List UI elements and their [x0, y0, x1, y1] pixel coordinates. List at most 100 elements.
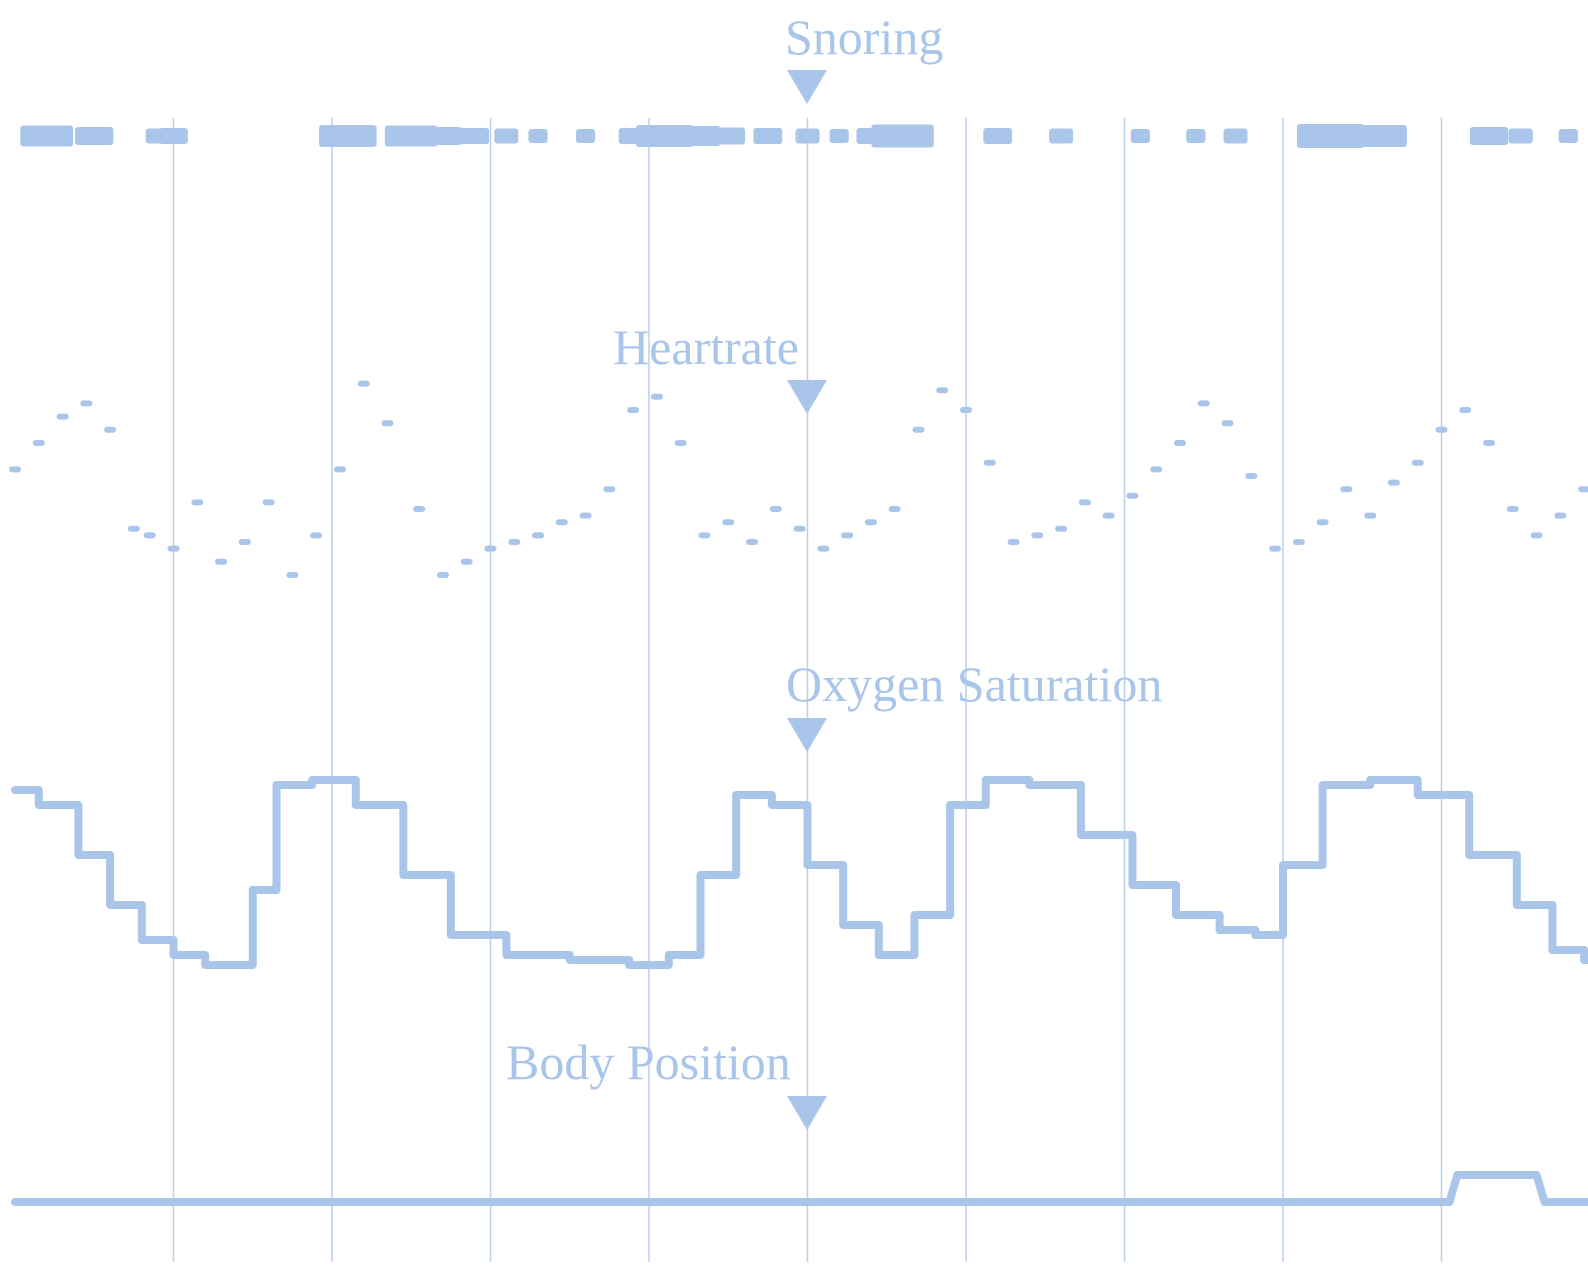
heartrate-point [912, 426, 925, 433]
snoring-mark [1049, 128, 1074, 144]
heartrate-point [238, 539, 251, 545]
snoring-mark [871, 124, 934, 148]
heartrate-point [746, 539, 759, 545]
heartrate-point [1340, 486, 1353, 493]
heartrate-point [1364, 512, 1377, 519]
body-position-panel: Body Position [11, 1034, 1588, 1206]
heartrate-point [1435, 426, 1448, 433]
heartrate-point [1530, 532, 1543, 539]
heartrate-point [1578, 486, 1588, 493]
snoring-mark [423, 127, 463, 145]
snoring-mark [460, 128, 490, 144]
snoring-mark [528, 129, 548, 143]
heartrate-point [769, 506, 782, 512]
body-position-marker-icon [787, 1096, 827, 1130]
heartrate-point [698, 532, 711, 539]
snoring-mark [711, 127, 746, 145]
snoring-mark [319, 125, 377, 147]
heartrate-point [508, 539, 521, 545]
heartrate-point [460, 558, 473, 565]
snoring-mark [1508, 128, 1533, 144]
body-position-trace [11, 1171, 1588, 1206]
heartrate-point [1506, 506, 1519, 512]
oxygen-saturation-title: Oxygen Saturation [786, 656, 1162, 712]
heartrate-point [1411, 459, 1424, 466]
heartrate-point [1316, 519, 1329, 526]
heartrate-panel: Heartrate [9, 319, 1588, 578]
heartrate-point [286, 572, 299, 578]
heartrate-point [484, 545, 497, 552]
heartrate-point [936, 387, 949, 394]
snoring-mark [1349, 125, 1407, 147]
snoring-marker-icon [787, 70, 827, 104]
heartrate-point [888, 506, 901, 512]
snoring-mark [795, 128, 820, 144]
snoring-mark [20, 125, 74, 147]
heartrate-point [1554, 512, 1567, 519]
snoring-mark [672, 126, 721, 146]
heartrate-point [1150, 466, 1163, 473]
heartrate-point [674, 440, 687, 446]
heartrate-point [56, 413, 69, 420]
heartrate-point [1292, 539, 1305, 545]
snoring-title: Snoring [785, 9, 943, 65]
heartrate-point [722, 519, 735, 526]
heartrate-marker-icon [787, 380, 827, 414]
heartrate-point [104, 426, 117, 433]
snoring-mark [1558, 129, 1578, 143]
heartrate-point [1126, 492, 1139, 499]
heartrate-point [1245, 473, 1258, 479]
heartrate-point [627, 407, 640, 413]
heartrate-point [143, 532, 156, 539]
heartrate-point [167, 545, 180, 552]
heartrate-point [381, 420, 394, 427]
vertical-gridlines [172, 118, 1443, 1262]
heartrate-point [1483, 440, 1496, 446]
snoring-mark [1296, 124, 1365, 148]
heartrate-point [1269, 545, 1282, 552]
snoring-mark [75, 127, 114, 145]
heartrate-point [1102, 512, 1115, 519]
snoring-mark [576, 129, 596, 143]
heartrate-point [127, 525, 140, 532]
heartrate-point [864, 519, 877, 526]
heartrate-point [1031, 532, 1044, 539]
heartrate-point [1078, 499, 1091, 506]
heartrate-point [215, 558, 228, 565]
heartrate-point [603, 486, 616, 493]
heartrate-point [32, 440, 45, 446]
snoring-mark [494, 128, 519, 144]
heartrate-point [579, 512, 592, 519]
snoring-mark [1469, 127, 1509, 145]
heartrate-point [262, 499, 275, 506]
heartrate-point [555, 519, 568, 526]
snoring-mark [983, 128, 1013, 144]
body-position-line [11, 1171, 1588, 1206]
heartrate-point [1459, 407, 1472, 413]
oxygen-saturation-line [11, 776, 1588, 969]
heartrate-point [532, 532, 545, 539]
snoring-mark [1130, 129, 1150, 143]
heartrate-point [80, 400, 93, 407]
heartrate-point [960, 407, 972, 413]
heartrate-point [1387, 479, 1400, 486]
snoring-mark [1223, 128, 1248, 144]
heartrate-point [983, 459, 996, 466]
heartrate-point [1055, 525, 1068, 532]
heartrate-point [1197, 400, 1210, 407]
heartrate-point [413, 506, 426, 512]
heartrate-point [333, 466, 346, 473]
snoring-mark [753, 128, 783, 144]
heartrate-point [1221, 420, 1234, 427]
heartrate-point [1007, 539, 1020, 545]
heartrate-point [357, 380, 370, 387]
oxygen-saturation-trace [11, 776, 1588, 969]
heartrate-point [9, 466, 21, 473]
heartrate-point [793, 525, 806, 532]
heartrate-trace [9, 380, 1588, 578]
snoring-trace [20, 124, 1578, 148]
oxygen-saturation-marker-icon [787, 718, 827, 752]
heartrate-point [1173, 440, 1186, 446]
heartrate-point [436, 572, 449, 578]
